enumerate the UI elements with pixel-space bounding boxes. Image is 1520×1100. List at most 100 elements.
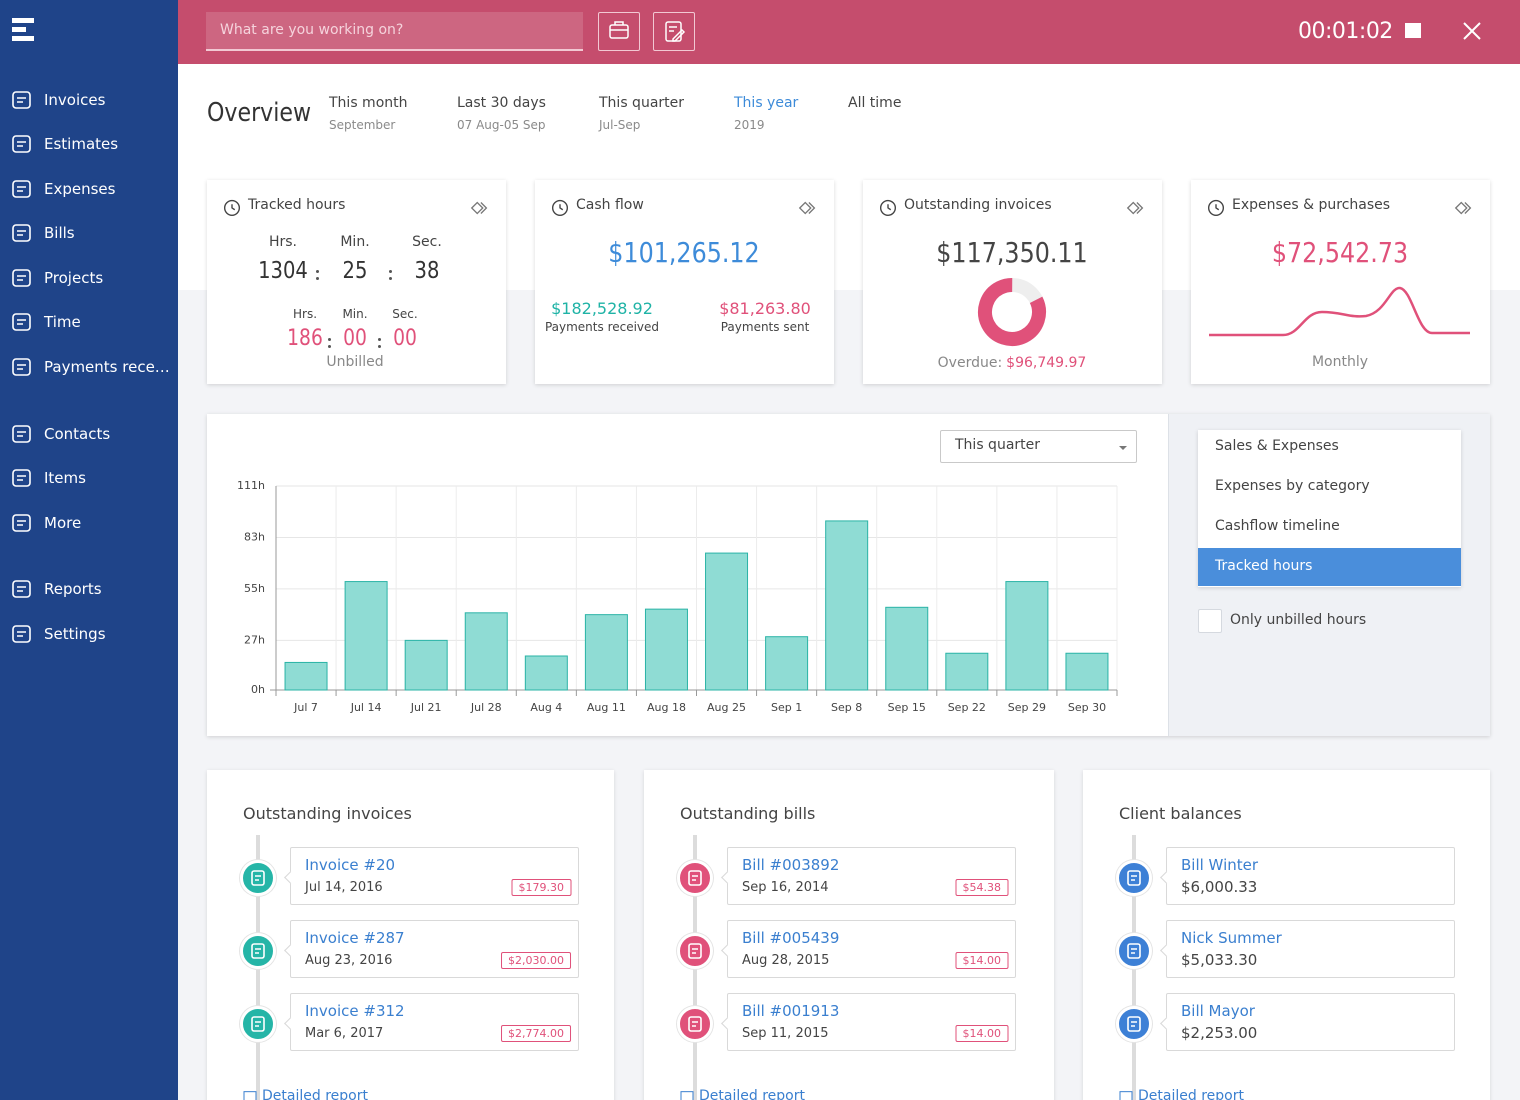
time-unit-small: Min. [342, 306, 368, 321]
period-tab[interactable]: This month [329, 95, 408, 112]
nav-item[interactable]: Bills [44, 223, 75, 242]
nav-item[interactable]: More [44, 513, 82, 532]
list-item[interactable] [1166, 993, 1455, 1051]
nav-item[interactable]: Contacts [44, 424, 111, 443]
card-icon [549, 196, 571, 218]
nav-icon [10, 511, 34, 535]
period-tab[interactable]: This quarter [599, 95, 685, 112]
detailed-report-link[interactable]: Detailed report [262, 1088, 368, 1100]
report-icon [679, 1089, 695, 1100]
time-unit: Hrs. [268, 234, 298, 251]
x-tick-label: Aug 11 [587, 701, 626, 714]
report-icon-glyph [243, 1091, 257, 1100]
nav-item[interactable]: Payments rece… [44, 357, 170, 376]
nav-icon-glyph [12, 224, 31, 242]
swap-icon-glyph [1454, 201, 1472, 215]
nav-item[interactable]: Invoices [44, 90, 106, 109]
list-item-date: Aug 23, 2016 [305, 952, 393, 968]
list-item-title: Nick Summer [1181, 928, 1282, 947]
time-unit: Sec. [412, 234, 442, 251]
detailed-report-link[interactable]: Detailed report [699, 1088, 805, 1100]
list-item[interactable] [1166, 847, 1455, 905]
x-tick-label: Aug 4 [530, 701, 562, 714]
expenses-total: $72,542.73 [1271, 236, 1409, 270]
nav-item[interactable]: Time [44, 312, 81, 331]
detailed-report-link[interactable]: Detailed report [1138, 1088, 1244, 1100]
nav-icon [10, 622, 34, 646]
x-tick-label: Aug 18 [647, 701, 686, 714]
x-tick-label: Sep 29 [1008, 701, 1046, 714]
list-icon-glyph [1127, 1016, 1141, 1032]
nav-icon-glyph [12, 469, 31, 487]
nav-item[interactable]: Projects [44, 268, 104, 287]
period-dropdown[interactable] [940, 430, 1137, 463]
list-item[interactable] [1166, 920, 1455, 978]
search-input[interactable] [206, 12, 583, 51]
period-sub: 07 Aug-05 Sep [457, 117, 546, 132]
stop-button[interactable] [1405, 23, 1421, 38]
summary-card [207, 180, 506, 384]
list-icon-glyph [251, 870, 265, 886]
swap-icon-glyph [470, 201, 488, 215]
amount-badge: $2,774.00 [501, 1025, 571, 1042]
list-icon-glyph [251, 1016, 265, 1032]
report-option[interactable]: Tracked hours [1215, 558, 1313, 575]
report-option[interactable]: Sales & Expenses [1215, 438, 1339, 455]
unbilled-checkbox[interactable] [1198, 609, 1222, 633]
nav-icon-glyph [12, 625, 31, 643]
nav-icon [10, 132, 34, 156]
x-tick-label: Sep 1 [771, 701, 802, 714]
close-button[interactable] [1462, 21, 1482, 41]
report-option[interactable]: Expenses by category [1215, 478, 1370, 495]
y-tick-label: 27h [244, 633, 265, 646]
period-tab[interactable]: This year [734, 95, 799, 112]
x-tick-label: Jul 28 [470, 701, 502, 714]
time-unit: Min. [340, 234, 370, 251]
nav-item[interactable]: Settings [44, 624, 106, 643]
notes-button[interactable] [653, 12, 695, 51]
sparkline [1191, 270, 1490, 350]
bar [584, 614, 628, 691]
list-icon-glyph [251, 943, 265, 959]
briefcase-button[interactable] [598, 12, 640, 51]
bar [765, 636, 809, 691]
period-sub: 2019 [734, 117, 765, 132]
nav-icon-glyph [12, 180, 31, 198]
card-icon-glyph [1207, 199, 1225, 216]
time-unit-small: Sec. [392, 306, 418, 321]
swap-icon [1124, 197, 1148, 219]
list-item-title: Bill Winter [1181, 855, 1259, 874]
list-item[interactable] [290, 847, 579, 905]
x-tick-label: Jul 14 [350, 701, 382, 714]
nav-item[interactable]: Reports [44, 579, 102, 598]
nav-item[interactable]: Estimates [44, 134, 119, 153]
list-item[interactable] [727, 847, 1016, 905]
notes-icon [665, 21, 686, 42]
swap-icon [796, 197, 820, 219]
list-title: Client balances [1119, 803, 1242, 823]
card-icon [877, 196, 899, 218]
list-icon [240, 1006, 276, 1042]
hours-chart: 0h 27h 55h 83h 111h Jul 7 Jul 14 Jul 21 Jul 28 Au… [237, 479, 1118, 714]
report-option[interactable]: Cashflow timeline [1215, 518, 1340, 535]
period-tab[interactable]: All time [848, 95, 902, 112]
summary-card [535, 180, 834, 384]
sparkline-path [1209, 286, 1470, 337]
bar [644, 608, 688, 691]
y-tick-label: 111h [237, 479, 265, 492]
bar [284, 661, 328, 691]
list-icon-glyph [688, 870, 702, 886]
nav-item[interactable]: Items [44, 468, 86, 487]
nav-item[interactable]: Expenses [44, 179, 116, 198]
period-sub: September [329, 117, 396, 132]
nav-icon-glyph [12, 135, 31, 153]
list-icon [1116, 860, 1152, 896]
x-tick-label: Aug 25 [707, 701, 746, 714]
cash-flow-total: $101,265.12 [608, 236, 760, 270]
period-tab[interactable]: Last 30 days [457, 95, 546, 112]
received-amount: $182,528.92 [551, 298, 653, 318]
nav-icon-glyph [12, 269, 31, 287]
list-item-date: Sep 16, 2014 [742, 879, 829, 895]
bar [1005, 581, 1049, 691]
